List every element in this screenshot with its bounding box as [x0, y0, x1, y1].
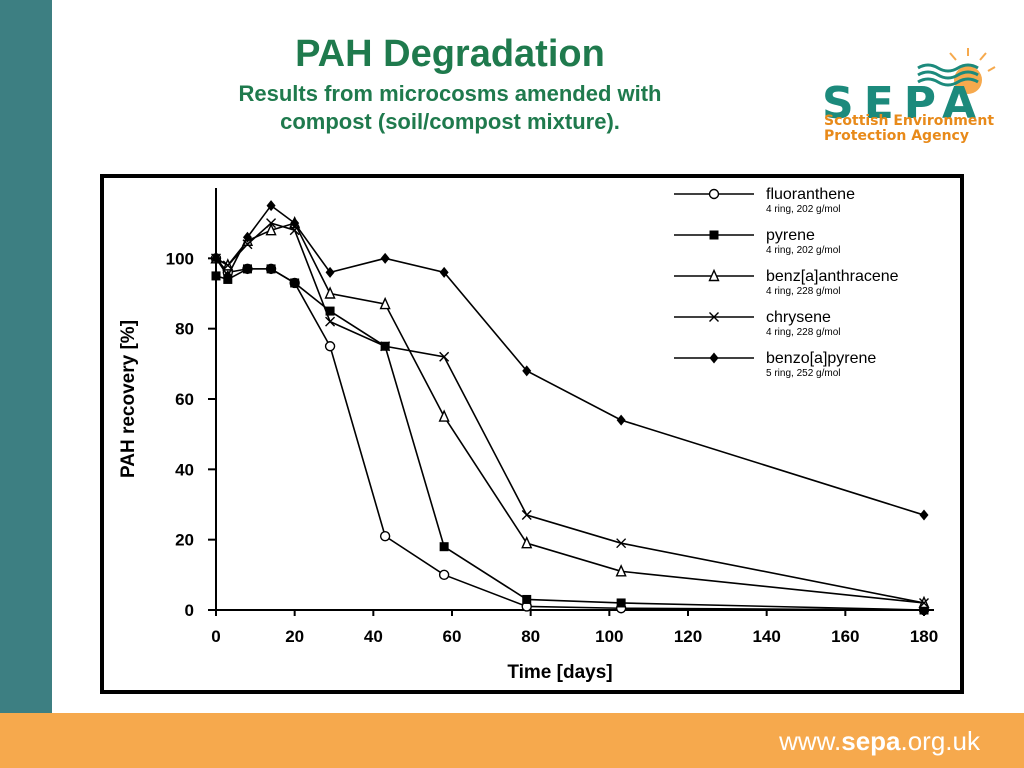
data-point-chrysene: [521, 510, 532, 521]
data-point-benz-a-anthracene: [379, 296, 391, 310]
legend-marker-benz-a-anthracene: [708, 268, 720, 282]
footer-url[interactable]: www.sepa.org.uk: [779, 726, 980, 757]
data-point-fluoranthene: [324, 341, 336, 352]
legend-label-chrysene: chrysene: [766, 309, 831, 326]
data-point-pyrene: [522, 594, 532, 604]
legend-marker-fluoranthene: [708, 188, 720, 200]
slide-subtitle-line-1: Results from microcosms amended with: [238, 81, 662, 106]
sepa-agency-line-1: Scottish Environment: [824, 113, 995, 129]
legend-detail-benzo-a-pyrene: 5 ring, 252 g/mol: [766, 368, 841, 379]
data-point-chrysene: [242, 239, 253, 250]
footer-url-suffix: .org.uk: [900, 726, 981, 756]
footer-band: www.sepa.org.uk: [0, 713, 1024, 768]
legend-label-benzo-a-pyrene: benzo[a]pyrene: [766, 350, 876, 367]
data-point-chrysene: [325, 316, 336, 327]
data-point-pyrene: [439, 542, 449, 552]
y-tick-label: 80: [175, 320, 194, 339]
legend-marker-chrysene: [709, 312, 719, 322]
sun-wave-icon: [917, 48, 996, 94]
x-tick-label: 40: [364, 627, 383, 646]
data-point-benzo-a-pyrene: [223, 270, 233, 282]
data-point-benzo-a-pyrene: [522, 365, 532, 377]
legend-label-pyrene: pyrene: [766, 227, 815, 244]
legend-detail-benz-a-anthracene: 4 ring, 228 g/mol: [766, 286, 841, 297]
sepa-wordmark: SEPA: [822, 78, 987, 129]
data-point-chrysene: [380, 341, 391, 352]
data-point-benz-a-anthracene: [265, 222, 277, 236]
data-point-fluoranthene: [438, 569, 450, 581]
data-point-chrysene: [266, 218, 277, 229]
x-axis-label: Time [days]: [507, 662, 612, 683]
sepa-agency-name: Scottish Environment Protection Agency: [824, 114, 994, 144]
chart-frame: 0 20 40 60 80 100 0 20 40 60 80 100 120 140 160 180 Time…: [100, 174, 964, 694]
slide-title: PAH Degradation: [295, 33, 605, 75]
data-point-benzo-a-pyrene: [211, 252, 221, 264]
y-tick-label: 60: [175, 390, 194, 409]
data-point-benz-a-anthracene: [324, 286, 336, 299]
data-point-benz-a-anthracene: [521, 535, 533, 549]
data-point-pyrene: [242, 264, 252, 274]
x-tick-label: 140: [752, 627, 780, 646]
y-axis-label: PAH recovery [%]: [118, 320, 139, 478]
data-point-pyrene: [616, 598, 626, 608]
data-point-benzo-a-pyrene: [266, 200, 276, 212]
y-tick-label: 0: [185, 601, 194, 620]
data-point-fluoranthene: [379, 530, 391, 542]
footer-url-prefix: www.: [779, 726, 842, 756]
legend-label-fluoranthene: fluoranthene: [766, 186, 855, 203]
y-tick-label: 20: [175, 531, 194, 550]
pah-recovery-chart: 0 20 40 60 80 100 0 20 40 60 80 100 120 140 160 180 Time…: [118, 186, 938, 683]
footer-url-brand: sepa: [841, 726, 901, 756]
data-point-benzo-a-pyrene: [380, 252, 390, 264]
x-tick-label: 80: [521, 627, 540, 646]
x-tick-label: 100: [595, 627, 623, 646]
sepa-logo: SEPA Scottish Environment Protection Age…: [818, 38, 998, 148]
data-point-pyrene: [290, 278, 300, 288]
data-point-benzo-a-pyrene: [242, 231, 252, 243]
x-tick-label: 60: [443, 627, 462, 646]
sepa-agency-line-2: Protection Agency: [824, 128, 969, 144]
data-point-pyrene: [211, 271, 221, 281]
data-point-pyrene: [325, 306, 335, 316]
data-point-pyrene: [919, 605, 929, 615]
legend-marker-pyrene: [709, 230, 719, 240]
legend-marker-benzo-a-pyrene: [709, 352, 719, 364]
x-tick-label: 180: [910, 627, 938, 646]
legend-label-benz-a-anthracene: benz[a]anthracene: [766, 268, 899, 285]
y-tick-label: 100: [166, 249, 194, 268]
legend-detail-pyrene: 4 ring, 202 g/mol: [766, 245, 841, 256]
left-accent-bar: [0, 0, 52, 768]
data-point-benzo-a-pyrene: [616, 414, 626, 426]
x-tick-label: 120: [674, 627, 702, 646]
data-point-benz-a-anthracene: [438, 409, 450, 422]
x-tick-label: 0: [211, 627, 220, 646]
y-tick-label: 40: [175, 460, 194, 479]
data-point-chrysene: [616, 538, 627, 549]
legend-detail-chrysene: 4 ring, 228 g/mol: [766, 327, 841, 338]
data-point-benzo-a-pyrene: [290, 217, 300, 229]
data-point-chrysene: [919, 597, 929, 608]
title-block: PAH Degradation Results from microcosms …: [150, 32, 750, 136]
x-tick-label: 160: [831, 627, 859, 646]
slide-subtitle-line-2: compost (soil/compost mixture).: [280, 109, 620, 134]
x-tick-label: 20: [285, 627, 304, 646]
data-point-benz-a-anthracene: [615, 564, 627, 577]
data-point-benzo-a-pyrene: [325, 266, 335, 278]
data-point-pyrene: [266, 264, 276, 274]
data-point-benzo-a-pyrene: [919, 509, 929, 521]
data-point-benzo-a-pyrene: [439, 266, 449, 278]
legend-detail-fluoranthene: 4 ring, 202 g/mol: [766, 204, 841, 215]
data-point-chrysene: [439, 351, 450, 362]
